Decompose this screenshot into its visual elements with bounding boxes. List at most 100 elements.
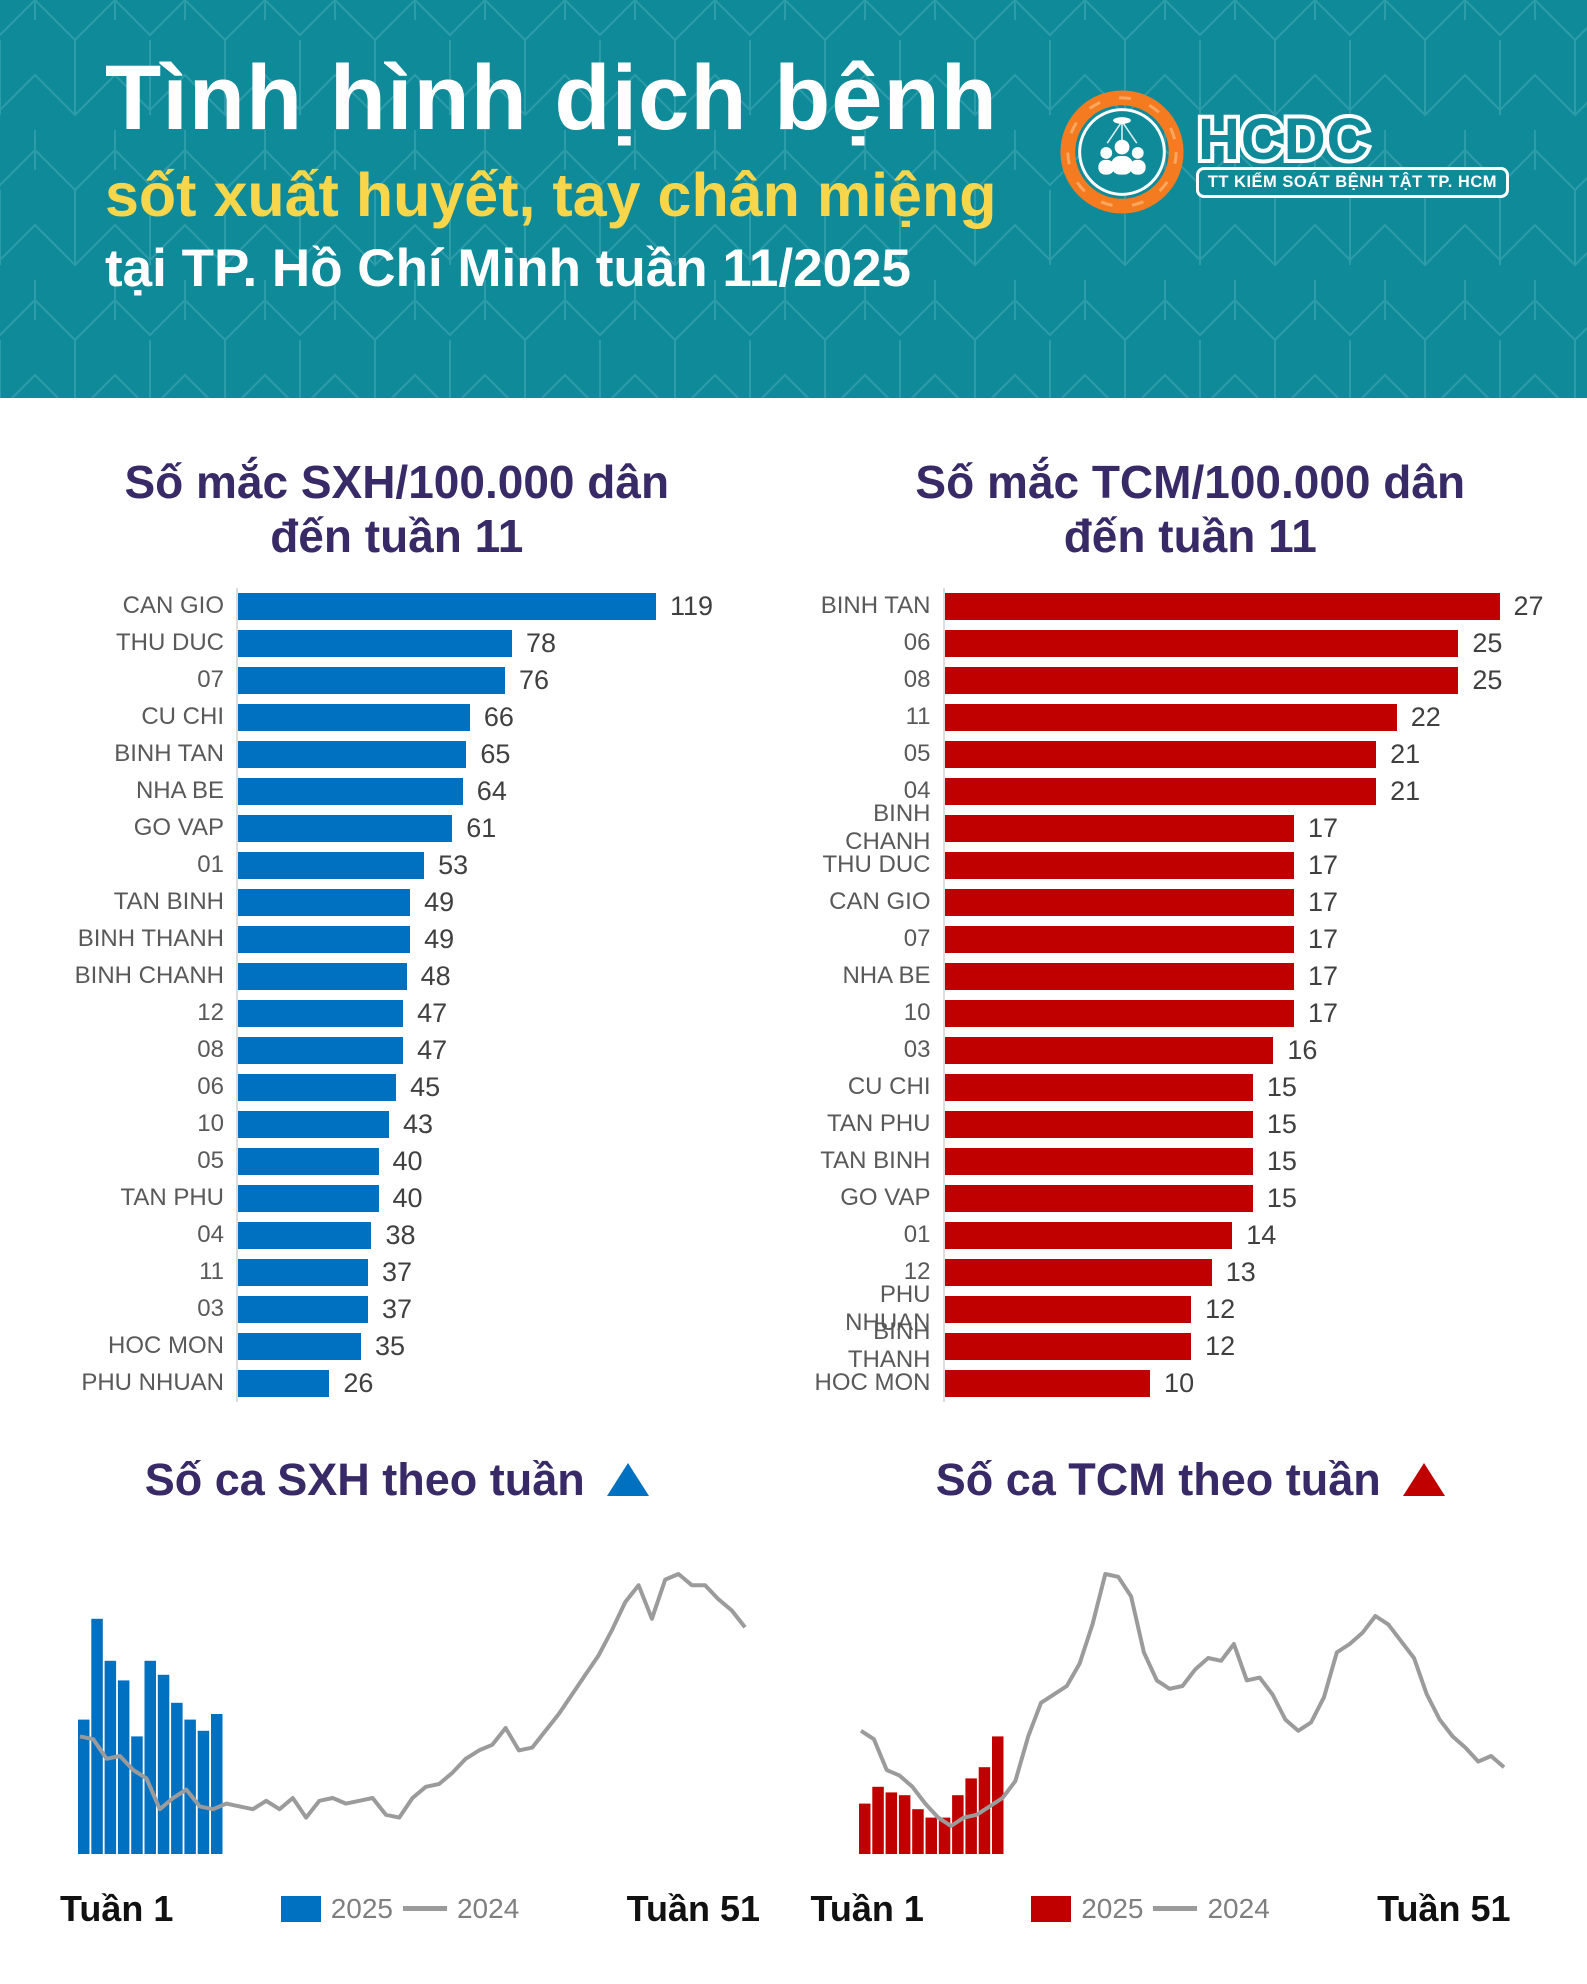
bar-track: 22 [942, 698, 1587, 736]
bar-row: HOC MON 10 [794, 1364, 1587, 1402]
bar [944, 1258, 1212, 1286]
category-label: NHA BE [135, 777, 224, 805]
category-label: CAN GIO [122, 592, 224, 620]
bar [944, 740, 1377, 768]
weekly-bar [951, 1794, 964, 1854]
bar-track: 17 [942, 846, 1587, 884]
bars-2025 [78, 1618, 223, 1854]
bar-row: 01 14 [794, 1216, 1587, 1254]
legend-line-2024 [402, 1906, 447, 1912]
weekly-bar [144, 1660, 156, 1854]
bar [944, 888, 1294, 916]
hcdc-badge: TT KIỂM SOÁT BỆNH TẬT TP. HCM [1195, 166, 1509, 198]
legend-label-2024: 2024 [1207, 1892, 1270, 1924]
bar-row: TAN BINH 15 [794, 1142, 1587, 1180]
hcdc-emblem-icon [1060, 90, 1184, 214]
value-label: 40 [392, 1145, 423, 1176]
category-label: 10 [903, 999, 931, 1027]
bar [238, 999, 404, 1027]
bar-row: 11 37 [0, 1253, 794, 1291]
bar-row: 03 16 [794, 1031, 1587, 1069]
category-label: PHU NHUAN [81, 1369, 224, 1397]
bar [238, 666, 505, 694]
bar [944, 814, 1294, 842]
bar [238, 592, 656, 620]
category-label: BINH TAN [114, 740, 224, 768]
bar [944, 1332, 1192, 1360]
value-label: 17 [1307, 849, 1338, 880]
sxh-weekly-title: Số ca SXH theo tuần [0, 1454, 794, 1506]
tcm-weekly-title: Số ca TCM theo tuần [794, 1454, 1587, 1506]
bar-row: TAN PHU 15 [794, 1105, 1587, 1143]
header-titles: Tình hình dịch bệnh sốt xuất huyết, tay … [0, 0, 1587, 296]
category-label: TAN BINH [820, 1147, 931, 1175]
weekly-bar [991, 1736, 1003, 1854]
category-label: 11 [905, 703, 931, 731]
legend-label-2025: 2025 [1081, 1892, 1144, 1924]
bar-track: 25 [942, 661, 1587, 699]
category-label: GO VAP [840, 1184, 931, 1212]
tcm-rate-title: Số mắc TCM/100.000 dân đến tuần 11 [794, 456, 1587, 564]
category-label: 04 [903, 777, 931, 805]
bar-row: BINH CHANH 48 [0, 957, 794, 995]
subtitle-location-week: tại TP. Hồ Chí Minh tuần 11/2025 [105, 238, 911, 298]
category-label: 03 [903, 1036, 931, 1064]
bar-track: 61 [236, 809, 794, 847]
bar-row: BINH CHANH 17 [794, 800, 1587, 855]
bar-row: 06 45 [0, 1068, 794, 1106]
sxh-weekly-svg [78, 1571, 747, 1854]
category-label: 12 [197, 999, 224, 1027]
bar-track: 48 [236, 957, 794, 995]
bar-track: 15 [942, 1142, 1587, 1180]
bar-track: 12 [942, 1327, 1587, 1365]
x-axis-start-label: Tuần 1 [810, 1887, 924, 1929]
bar-track: 40 [236, 1179, 794, 1217]
value-label: 53 [438, 849, 469, 880]
bar [944, 1184, 1253, 1212]
x-axis-start-label: Tuần 1 [60, 1887, 174, 1929]
bar-row: CAN GIO 17 [794, 883, 1587, 921]
value-label: 49 [424, 923, 455, 954]
tcm-weekly-chart: Số ca TCM theo tuần Tuần 1 2025 2024 Tuầ… [794, 1454, 1587, 1930]
tcm-rate-title-line1: Số mắc TCM/100.000 dân [915, 456, 1466, 508]
sxh-weekly-chart: Số ca SXH theo tuần Tuần 1 2025 2024 Tuầ… [0, 1454, 794, 1930]
bar-row: 12 47 [0, 994, 794, 1032]
bar-row: THU DUC 78 [0, 624, 794, 662]
bar-row: 01 53 [0, 846, 794, 884]
bar-row: BINH THANH 49 [0, 920, 794, 958]
bar [944, 962, 1294, 990]
category-label: HOC MON [814, 1369, 931, 1397]
bar-row: 10 43 [0, 1105, 794, 1143]
bar-track: 26 [236, 1364, 794, 1402]
bar [944, 629, 1459, 657]
value-label: 37 [381, 1256, 412, 1287]
legend-label-2024: 2024 [456, 1892, 520, 1924]
category-label: 11 [199, 1258, 224, 1286]
bar [944, 1295, 1192, 1323]
bar [238, 888, 411, 916]
value-label: 22 [1410, 701, 1441, 732]
bar-track: 66 [236, 698, 794, 736]
category-label: BINH CHANH [845, 800, 931, 856]
category-label: 08 [903, 666, 931, 694]
bar-track: 17 [942, 809, 1587, 847]
bar-track: 64 [236, 772, 794, 810]
bar-row: 07 17 [794, 920, 1587, 958]
bar [238, 1258, 368, 1286]
bar-track: 15 [942, 1068, 1587, 1106]
value-label: 17 [1307, 886, 1338, 917]
tcm-weekly-plot: Tuần 1 2025 2024 Tuần 51 [811, 1554, 1511, 1930]
weekly-bar [871, 1786, 884, 1854]
value-label: 43 [403, 1108, 434, 1139]
bar-track: 27 [942, 587, 1587, 625]
value-label: 38 [385, 1219, 416, 1250]
sxh-rate-bars: CAN GIO 119 THU DUC 78 07 76 CU CHI 66 BINH TAN 6… [0, 587, 794, 1402]
bar-track: 43 [236, 1105, 794, 1143]
header-banner: Tình hình dịch bệnh sốt xuất huyết, tay … [0, 0, 1587, 398]
bar-track: 10 [942, 1364, 1587, 1402]
rate-charts-section: Số mắc SXH/100.000 dân đến tuần 11 CAN G… [0, 398, 1587, 1402]
tcm-rate-title-line2: đến tuần 11 [1063, 509, 1317, 562]
subtitle-diseases: sốt xuất huyết, tay chân miệng [105, 160, 997, 229]
weekly-bar [171, 1702, 183, 1854]
bar-row: PHU NHUAN 12 [794, 1281, 1587, 1336]
